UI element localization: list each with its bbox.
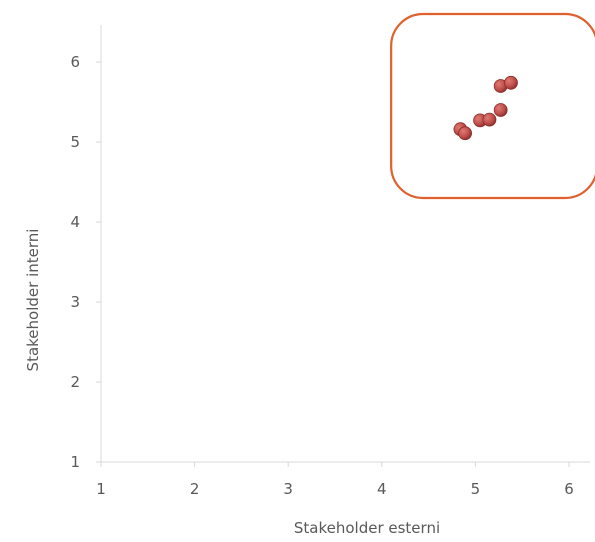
- plot-area: 1 2 3 4 5 6 1 2 3 4 5 6: [70, 12, 595, 498]
- y-tick-label: 2: [70, 373, 80, 391]
- highlight-box: [390, 12, 595, 200]
- y-tick-label: 6: [70, 53, 80, 71]
- data-point: [458, 126, 473, 141]
- x-tick-label: 4: [377, 480, 387, 498]
- y-tick-label: 5: [70, 133, 80, 151]
- x-tick-label: 2: [190, 480, 200, 498]
- x-axis-title: Stakeholder esterni: [294, 519, 440, 537]
- data-point: [482, 112, 497, 127]
- data-point: [493, 103, 508, 117]
- x-tick-label: 1: [96, 480, 106, 498]
- x-tick-label: 6: [564, 480, 574, 498]
- y-tick-label: 1: [70, 453, 80, 471]
- y-axis-title: Stakeholder interni: [24, 229, 42, 372]
- x-tick-label: 5: [471, 480, 481, 498]
- y-tick-label: 3: [70, 293, 80, 311]
- y-tick-label: 4: [70, 213, 80, 231]
- x-tick-label: 3: [283, 480, 293, 498]
- data-point: [504, 75, 518, 90]
